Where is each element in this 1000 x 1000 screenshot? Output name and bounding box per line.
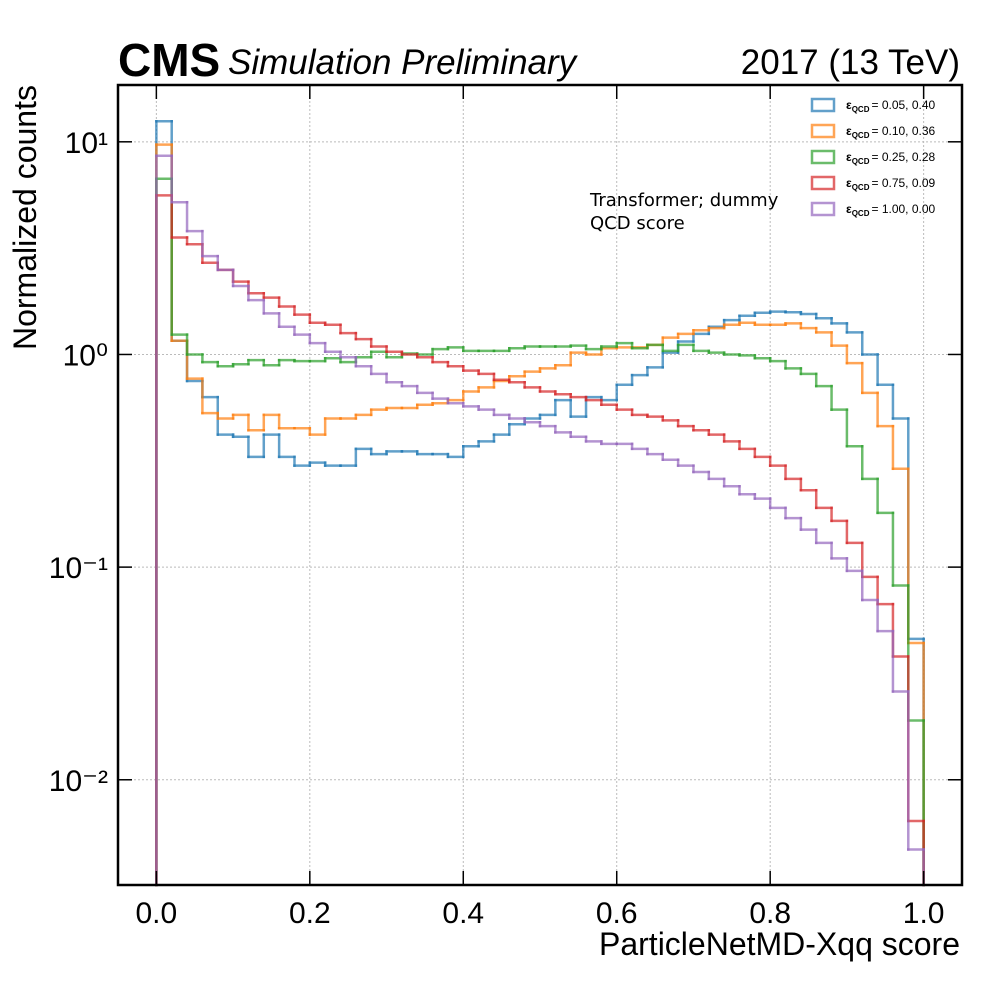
legend-swatch	[810, 201, 836, 217]
legend-entry: εQCD = 0.25, 0.28	[846, 150, 936, 166]
legend-subscript: QCD	[852, 105, 870, 114]
annotation: Transformer; dummy	[589, 190, 779, 211]
legend-entry: εQCD = 0.75, 0.09	[846, 176, 936, 192]
legend-name: = 1.00, 0.00	[871, 202, 935, 216]
annotation: QCD score	[590, 213, 685, 234]
y-tick-label: 10¹	[65, 127, 108, 160]
legend-swatch	[810, 97, 836, 113]
legend-swatch	[810, 175, 836, 191]
x-tick-label: 1.0	[903, 897, 945, 930]
legend-swatch	[810, 149, 836, 165]
legend-subscript: QCD	[852, 157, 870, 166]
legend-subscript: QCD	[852, 183, 870, 192]
legend-entry: εQCD = 0.10, 0.36	[846, 124, 936, 140]
legend-subscript: QCD	[852, 209, 870, 218]
legend-name: = 0.75, 0.09	[871, 176, 935, 190]
legend-entry: εQCD = 1.00, 0.00	[846, 202, 936, 218]
legend-symbol: ε	[846, 124, 852, 138]
x-tick-label: 0.4	[442, 897, 484, 930]
x-tick-label: 0.6	[596, 897, 638, 930]
y-tick-label: 10⁻¹	[49, 552, 108, 585]
legend-name: = 0.10, 0.36	[871, 124, 935, 138]
legend-name: = 0.05, 0.40	[871, 98, 935, 112]
legend-name: = 0.25, 0.28	[871, 150, 935, 164]
x-tick-label: 0.8	[749, 897, 791, 930]
status-label: Simulation Preliminary	[228, 43, 579, 82]
x-tick-label: 0.0	[136, 897, 178, 930]
x-tick-label: 0.2	[289, 897, 331, 930]
legend-entry: εQCD = 0.05, 0.40	[846, 98, 936, 114]
y-tick-label: 10⁻²	[49, 765, 108, 798]
legend-symbol: ε	[846, 150, 852, 164]
legend-swatch	[810, 123, 836, 139]
legend-symbol: ε	[846, 98, 852, 112]
x-axis-label: ParticleNetMD-Xqq score	[599, 926, 960, 962]
legend-symbol: ε	[846, 202, 852, 216]
series	[155, 154, 925, 887]
y-tick-label: 10⁰	[63, 339, 108, 372]
plot-frame	[116, 83, 964, 887]
legend-subscript: QCD	[852, 131, 870, 140]
energy-label: 2017 (13 TeV)	[741, 43, 960, 82]
axes: 0.0 0.2 0.4 0.6 0.8 1.0 10⁻² 10⁻¹ 10⁰ 10¹	[49, 83, 964, 930]
y-axis-label: Normalized counts	[7, 85, 43, 350]
legend-symbol: ε	[846, 176, 852, 190]
plot-area	[155, 119, 925, 887]
experiment-label: CMS	[118, 34, 220, 86]
